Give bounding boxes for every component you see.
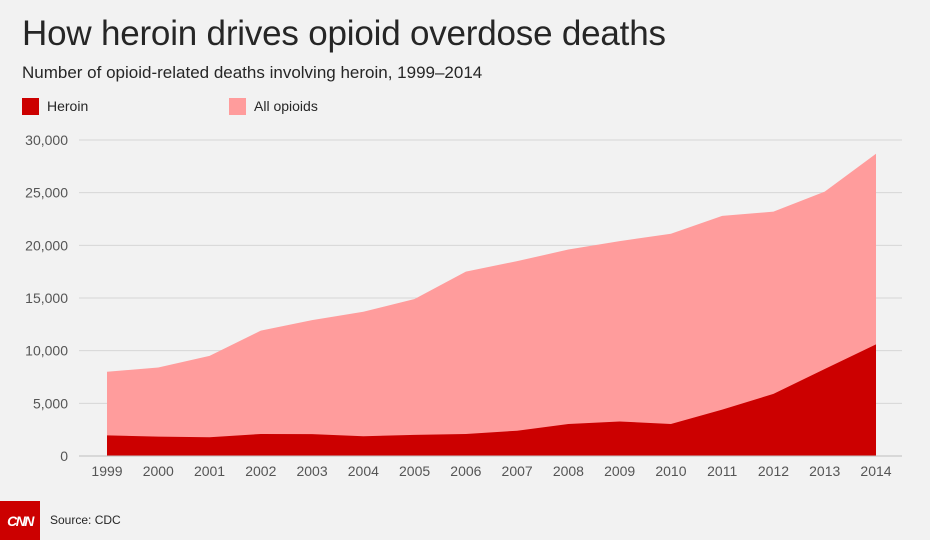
legend-item-heroin: Heroin [22, 96, 88, 116]
y-tick-label: 20,000 [25, 237, 68, 253]
x-tick-label: 2009 [604, 463, 635, 479]
y-tick-label: 25,000 [25, 185, 68, 201]
y-tick-label: 0 [60, 448, 68, 464]
y-tick-label: 30,000 [25, 132, 68, 148]
legend-label-all-opioids: All opioids [254, 98, 318, 114]
x-tick-label: 2001 [194, 463, 225, 479]
source-note: Source: CDC [50, 513, 121, 527]
chart-title: How heroin drives opioid overdose deaths [22, 14, 666, 53]
x-tick-label: 2006 [450, 463, 481, 479]
x-tick-label: 2010 [655, 463, 686, 479]
y-tick-label: 5,000 [33, 395, 68, 411]
y-tick-label: 15,000 [25, 290, 68, 306]
legend-label-heroin: Heroin [47, 98, 89, 114]
x-tick-label: 2003 [296, 463, 327, 479]
x-tick-label: 2005 [399, 463, 430, 479]
x-tick-label: 2011 [707, 463, 737, 479]
x-tick-label: 2002 [245, 463, 276, 479]
x-tick-label: 2012 [758, 463, 789, 479]
x-tick-label: 2014 [860, 463, 891, 479]
cnn-logo: CNN [0, 501, 40, 540]
legend-item-all-opioids: All opioids [229, 96, 318, 116]
x-tick-label: 2007 [502, 463, 533, 479]
cnn-logo-text: CNN [7, 512, 34, 529]
legend-swatch-all-opioids [229, 97, 246, 115]
chart-subtitle: Number of opioid-related deaths involvin… [22, 63, 483, 82]
x-tick-label: 2000 [143, 463, 174, 479]
area-heroin [107, 344, 876, 456]
y-tick-label: 10,000 [25, 343, 68, 359]
area-all-opioids [107, 153, 876, 456]
x-tick-label: 2008 [553, 463, 584, 479]
x-tick-label: 2004 [348, 463, 379, 479]
legend-swatch-heroin [22, 97, 39, 115]
x-tick-label: 1999 [91, 463, 122, 479]
x-tick-label: 2013 [809, 463, 840, 479]
